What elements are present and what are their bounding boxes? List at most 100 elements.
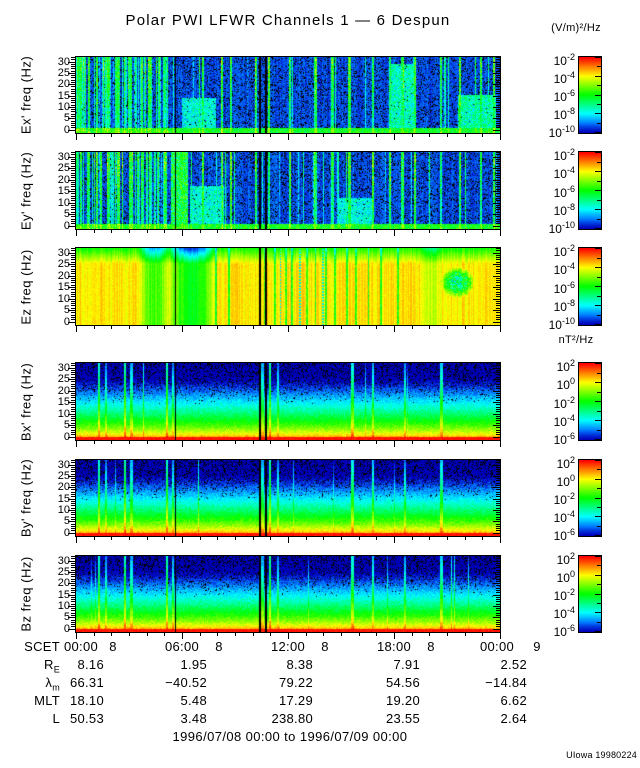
y-minor-tick <box>71 512 76 514</box>
x-minor-tick <box>217 230 219 233</box>
y-minor-tick <box>71 122 76 124</box>
colorbar-tick <box>595 152 601 153</box>
colorbar-tick-label: 10-10 <box>548 124 575 141</box>
y-minor-tick-right <box>496 427 500 429</box>
y-minor-tick-right <box>496 273 500 275</box>
colorbar-tick <box>597 621 601 623</box>
y-minor-tick <box>71 204 76 206</box>
y-minor-tick-right <box>496 66 500 68</box>
y-minor-tick-right <box>496 307 500 309</box>
y-minor-tick-right <box>496 174 500 176</box>
x-minor-tick <box>111 537 113 540</box>
y-minor-tick-right <box>496 480 500 482</box>
colorbar-tick-label: 100 <box>556 376 575 393</box>
ephemeris-value: 1.95 <box>180 657 207 672</box>
y-minor-tick-right <box>496 293 500 295</box>
y-minor-tick-right <box>496 177 500 179</box>
y-minor-tick <box>71 86 76 88</box>
credit-label: UIowa 19980224 <box>566 750 637 760</box>
y-minor-tick <box>71 250 76 252</box>
y-major-tick-right <box>493 498 500 500</box>
y-minor-tick <box>71 81 76 83</box>
y-minor-tick <box>71 420 76 422</box>
y-minor-tick <box>71 120 76 122</box>
y-minor-tick-right <box>496 312 500 314</box>
colorbar-tick <box>595 363 601 364</box>
y-minor-tick-right <box>496 507 500 509</box>
spectrogram-frame-bz <box>75 555 501 633</box>
colorbar-tick <box>595 478 601 480</box>
y-minor-tick-right <box>496 383 500 385</box>
x-minor-tick <box>235 326 236 329</box>
y-minor-tick <box>71 496 76 498</box>
x-minor-tick <box>341 441 342 444</box>
y-major-tick-right <box>493 214 500 216</box>
y-minor-tick <box>71 266 76 268</box>
scet-time-label: 12:00 <box>270 639 306 654</box>
y-minor-tick-right <box>496 97 500 99</box>
y-major-tick <box>68 321 76 323</box>
y-minor-tick-right <box>496 172 500 174</box>
y-minor-tick-right <box>496 86 500 88</box>
x-minor-tick <box>305 537 307 540</box>
y-minor-tick <box>71 466 76 468</box>
x-minor-tick <box>217 633 219 636</box>
y-minor-tick-right <box>496 516 500 518</box>
y-major-tick-right <box>493 202 500 204</box>
x-minor-tick <box>305 441 307 444</box>
colorbar-tick <box>595 113 601 115</box>
x-minor-tick <box>217 537 219 540</box>
y-major-tick-right <box>493 179 500 181</box>
y-minor-tick-right <box>496 567 500 569</box>
y-minor-tick <box>71 277 76 279</box>
y-tick-label: 25 <box>57 565 70 578</box>
y-minor-tick <box>71 484 76 486</box>
x-minor-tick <box>305 326 307 329</box>
scet-time-label: 00:00 <box>479 639 515 654</box>
x-major-tick <box>76 230 77 236</box>
x-major-tick <box>500 134 501 140</box>
x-major-tick <box>500 633 501 639</box>
y-tick-label: 5 <box>63 515 70 528</box>
y-minor-tick <box>71 125 76 127</box>
y-minor-tick <box>71 603 76 605</box>
colorbar-tick <box>595 401 601 402</box>
y-major-tick <box>68 390 76 392</box>
colorbar-tick <box>597 410 601 412</box>
colorbar-tick <box>595 516 601 518</box>
spectrogram-canvas-by <box>76 460 500 536</box>
y-major-tick <box>68 156 76 158</box>
spectrogram-canvas-bx <box>76 363 500 440</box>
x-major-tick <box>76 537 77 543</box>
y-minor-tick <box>71 576 76 578</box>
colorbar-tick-label: 10-6 <box>553 431 575 448</box>
y-major-tick-right <box>493 571 500 573</box>
y-minor-tick <box>71 587 76 589</box>
y-minor-tick <box>71 374 76 376</box>
x-minor-tick <box>323 633 325 636</box>
x-minor-tick <box>358 441 360 444</box>
y-major-tick-right <box>493 436 500 438</box>
y-minor-tick-right <box>496 496 500 498</box>
colorbar-tick <box>595 228 601 229</box>
y-tick-label: 15 <box>57 492 70 505</box>
x-minor-tick <box>429 633 431 636</box>
y-minor-tick-right <box>496 603 500 605</box>
y-major-tick-right <box>493 509 500 511</box>
y-minor-tick-right <box>496 592 500 594</box>
colorbar-tick <box>597 488 601 490</box>
y-tick-label: 10 <box>57 407 70 420</box>
y-minor-tick <box>71 63 76 65</box>
y-minor-tick-right <box>496 154 500 156</box>
y-minor-tick-right <box>496 478 500 480</box>
colorbar-tick <box>595 132 601 133</box>
x-major-tick <box>288 326 289 332</box>
y-minor-tick <box>71 165 76 167</box>
y-minor-tick <box>71 186 76 188</box>
x-minor-tick <box>235 537 236 540</box>
y-tick-label: 15 <box>57 588 70 601</box>
x-minor-tick <box>93 441 95 444</box>
y-minor-tick <box>71 624 76 626</box>
x-minor-tick <box>199 441 201 444</box>
y-major-tick <box>68 275 76 277</box>
